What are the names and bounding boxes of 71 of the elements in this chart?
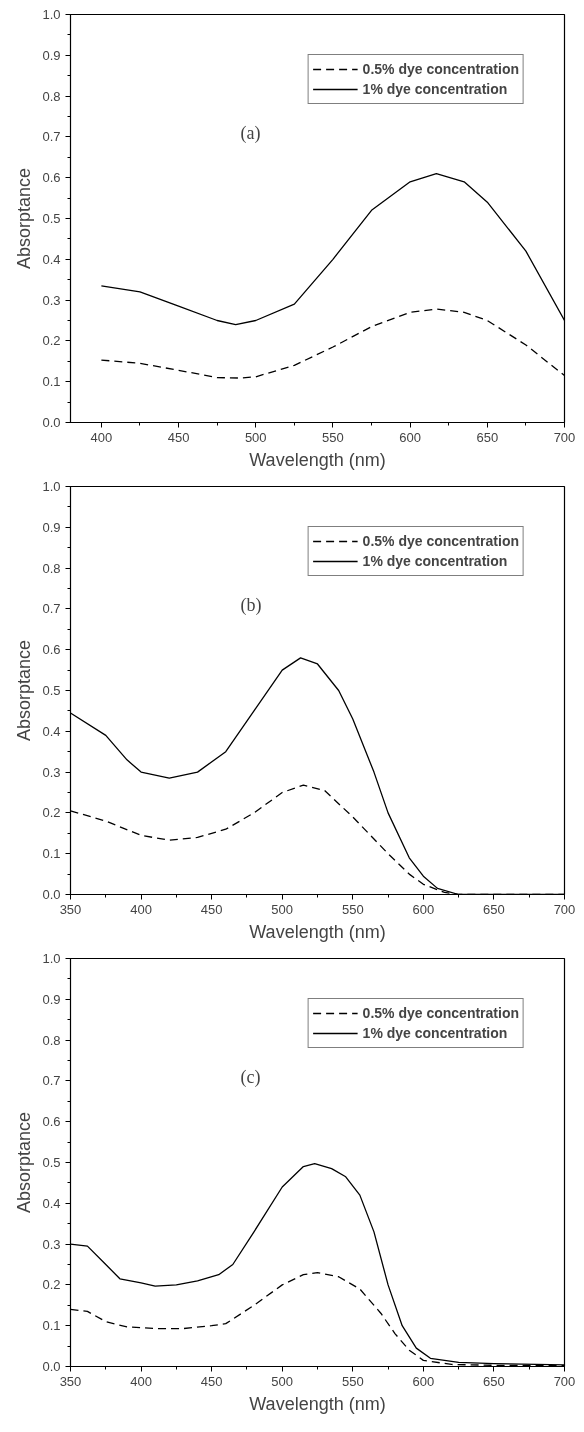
- y-axis-title: Absorptance: [14, 1111, 35, 1214]
- x-tick-label: 500: [244, 429, 267, 445]
- x-tick-label: 600: [399, 429, 421, 445]
- y-tick-label: 0.8: [42, 560, 61, 576]
- x-tick-label: 450: [200, 1373, 223, 1389]
- y-tick-label: 1.0: [42, 951, 61, 966]
- x-tick-label: 550: [341, 1373, 364, 1389]
- y-tick-label: 0.7: [42, 1073, 61, 1089]
- y-tick-label: 0.4: [42, 723, 61, 739]
- y-tick-label: 0.8: [42, 88, 61, 104]
- legend-label: 1% dye concentration: [362, 81, 508, 97]
- y-tick-label: 0.6: [42, 642, 61, 658]
- legend-label: 1% dye concentration: [362, 553, 508, 569]
- y-tick-label: 1.0: [42, 7, 61, 22]
- x-tick-label: 400: [130, 1373, 152, 1389]
- y-tick-label: 0.2: [42, 1277, 61, 1293]
- x-tick-label: 700: [553, 1373, 576, 1389]
- x-tick-label: 700: [553, 429, 576, 445]
- y-tick-label: 0.5: [42, 211, 61, 226]
- x-tick-label: 550: [322, 429, 344, 445]
- x-tick-label: 550: [341, 901, 364, 917]
- legend-label: 1% dye concentration: [362, 1025, 508, 1041]
- y-tick-label: 1.0: [42, 479, 61, 494]
- x-axis-title: Wavelength (nm): [249, 449, 386, 470]
- y-tick-label: 0.5: [42, 683, 61, 698]
- y-tick-label: 0.9: [42, 991, 61, 1007]
- y-tick-label: 0.1: [42, 374, 61, 390]
- y-tick-label: 0.9: [42, 47, 61, 63]
- y-tick-label: 0.6: [42, 1114, 61, 1130]
- x-tick-label: 450: [200, 901, 223, 917]
- y-tick-label: 0.9: [42, 519, 61, 535]
- x-tick-label: 450: [167, 429, 190, 445]
- y-tick-label: 0.4: [42, 1195, 61, 1211]
- x-tick-label: 350: [59, 1373, 82, 1389]
- x-tick-label: 700: [553, 901, 576, 917]
- y-tick-label: 0.0: [42, 415, 61, 430]
- x-tick-label: 600: [412, 901, 435, 917]
- y-tick-label: 0.2: [42, 333, 61, 349]
- y-tick-label: 0.0: [42, 1359, 61, 1374]
- legend-label: 0.5% dye concentration: [362, 1005, 519, 1021]
- y-tick-label: 0.3: [42, 764, 61, 780]
- x-tick-label: 600: [412, 1373, 435, 1389]
- y-tick-label: 0.7: [42, 129, 61, 145]
- x-tick-label: 350: [59, 901, 82, 917]
- y-tick-label: 0.1: [42, 846, 61, 862]
- x-tick-label: 400: [90, 429, 113, 445]
- y-tick-label: 0.6: [42, 170, 61, 186]
- y-tick-label: 0.7: [42, 601, 61, 617]
- y-tick-label: 0.4: [42, 251, 61, 267]
- x-tick-label: 650: [483, 901, 505, 917]
- y-axis-title: Absorptance: [14, 167, 35, 270]
- annotation: (a): [240, 122, 261, 144]
- legend-label: 0.5% dye concentration: [362, 61, 519, 77]
- x-tick-label: 500: [271, 901, 294, 917]
- y-tick-label: 0.3: [42, 1236, 61, 1252]
- y-tick-label: 0.2: [42, 805, 61, 821]
- x-tick-label: 650: [476, 429, 499, 445]
- y-tick-label: 0.0: [42, 887, 61, 902]
- x-tick-label: 400: [130, 901, 152, 917]
- x-tick-label: 500: [271, 1373, 294, 1389]
- annotation: (b): [240, 594, 262, 616]
- legend-label: 0.5% dye concentration: [362, 533, 519, 549]
- y-tick-label: 0.8: [42, 1032, 61, 1048]
- x-tick-label: 650: [483, 1373, 505, 1389]
- annotation: (c): [240, 1066, 261, 1088]
- x-axis-title: Wavelength (nm): [249, 921, 386, 942]
- y-tick-label: 0.3: [42, 292, 61, 308]
- x-axis-title: Wavelength (nm): [249, 1393, 386, 1414]
- y-tick-label: 0.1: [42, 1318, 61, 1334]
- y-tick-label: 0.5: [42, 1155, 61, 1170]
- y-axis-title: Absorptance: [14, 639, 35, 742]
